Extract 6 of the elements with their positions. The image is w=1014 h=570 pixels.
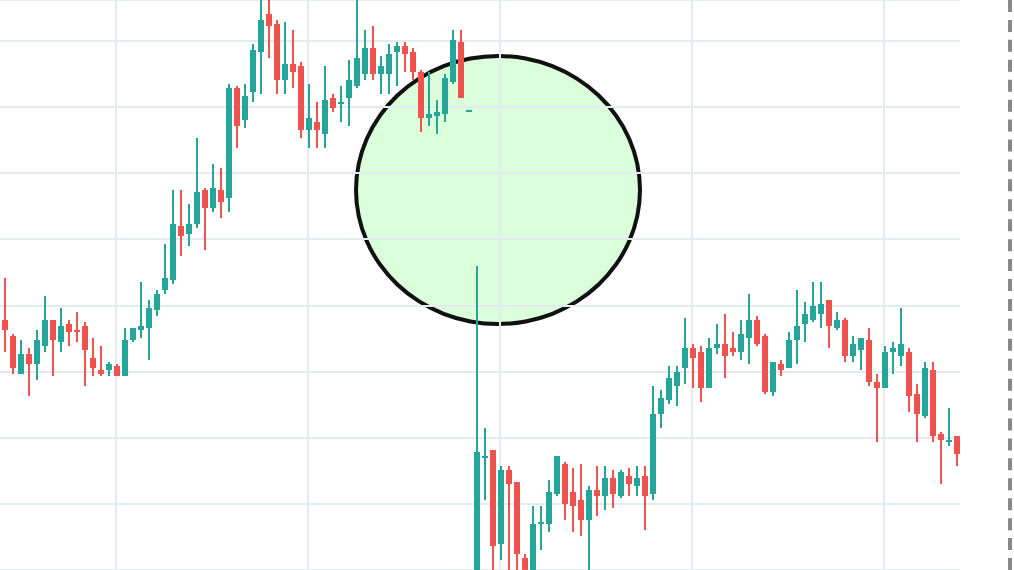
candlestick: [946, 408, 952, 446]
candlestick: [338, 86, 344, 122]
candlestick: [74, 312, 80, 342]
candlestick: [138, 282, 144, 338]
candlestick: [874, 374, 880, 442]
candlestick: [426, 72, 432, 126]
